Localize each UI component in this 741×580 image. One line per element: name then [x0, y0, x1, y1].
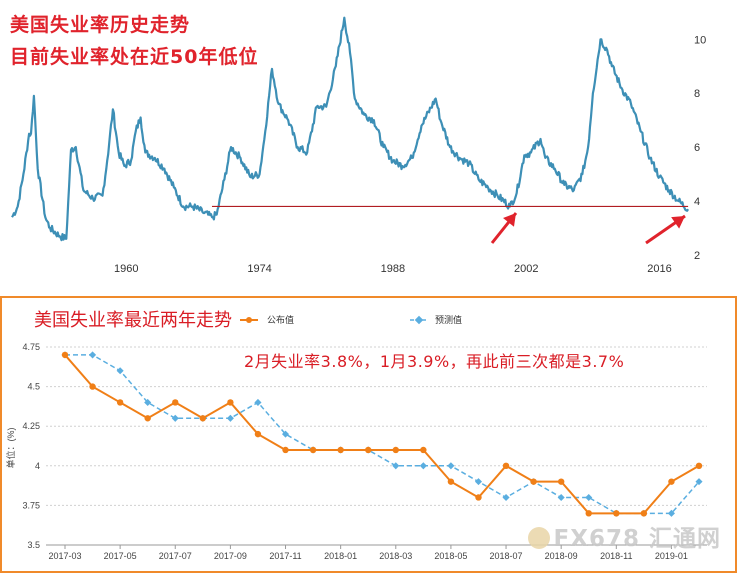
- forecast-point: [695, 478, 703, 486]
- published-point: [613, 510, 620, 517]
- published-point: [447, 478, 455, 485]
- published-point: [282, 446, 289, 454]
- x-tick-label: 2002: [514, 263, 538, 275]
- chart-annotation: 2月失业率3.8%，1月3.9%，再此前三次都是3.7%: [244, 352, 625, 371]
- legend-published-marker: [246, 317, 252, 323]
- historical-chart-subtitle: 目前失业率处在近50年低位: [10, 46, 259, 68]
- y-tick-label: 4.75: [22, 342, 40, 352]
- forecast-series-line: [65, 354, 700, 515]
- x-tick-label: 2017-03: [48, 551, 81, 561]
- forecast-point: [502, 493, 510, 502]
- unemployment-series-line: [11, 16, 690, 242]
- x-tick-label: 2016: [647, 263, 671, 275]
- x-tick-label: 2018-09: [545, 551, 578, 561]
- recent-chart-title: 美国失业率最近两年走势: [34, 310, 232, 331]
- forecast-point: [281, 430, 290, 438]
- x-tick-label: 2017-09: [214, 551, 247, 561]
- published-point: [475, 494, 482, 501]
- published-point: [254, 430, 262, 438]
- legend-forecast-label: 预测值: [435, 314, 462, 325]
- y-tick-label: 6: [694, 142, 700, 154]
- forecast-point: [447, 462, 455, 470]
- y-tick-label: 4.25: [22, 421, 40, 431]
- legend-published-label: 公布值: [267, 314, 294, 325]
- forecast-point: [89, 351, 97, 359]
- legend-forecast-marker: [414, 315, 424, 325]
- x-tick-label: 1960: [114, 263, 138, 275]
- published-point: [199, 415, 207, 422]
- historical-unemployment-chart: 2 4 6 8 10 1960 1974 1988 2002 2016: [11, 16, 706, 275]
- published-point: [116, 399, 124, 406]
- forecast-point: [585, 493, 593, 502]
- published-point: [557, 478, 565, 485]
- published-point: [420, 446, 427, 454]
- y-tick-label: 4: [35, 461, 40, 471]
- x-tick-label: 2018-07: [490, 551, 523, 561]
- arrow-2019-low: [645, 214, 686, 245]
- published-point: [668, 478, 675, 485]
- x-tick-label: 1974: [247, 263, 271, 275]
- x-tick-label: 2017-11: [269, 551, 301, 561]
- published-point: [61, 351, 69, 359]
- published-point: [172, 399, 179, 406]
- x-tick-label: 2018-11: [600, 551, 632, 561]
- watermark-text: FX678 汇通网: [553, 526, 721, 552]
- forecast-point: [557, 493, 565, 502]
- forecast-point: [171, 414, 179, 422]
- x-tick-label: 2019-01: [655, 551, 688, 561]
- y-tick-label: 4: [694, 196, 700, 208]
- historical-chart-title: 美国失业率历史走势: [10, 14, 191, 36]
- x-tick-label: 2018-03: [379, 551, 412, 561]
- recent-unemployment-chart: 3.5 3.75 4 4.25 4.5 4.75 单位：(%) 2017-03 2017-05 2…: [5, 314, 707, 561]
- published-point: [337, 446, 344, 454]
- y-tick-label: 3.75: [22, 500, 40, 510]
- y-tick-label: 3.5: [27, 540, 40, 550]
- x-tick-label: 2018-01: [324, 551, 357, 561]
- x-tick-label: 2017-05: [104, 551, 137, 561]
- historical-chart-panel: 2 4 6 8 10 1960 1974 1988 2002 2016 美国失业率历史走势 目前失…: [10, 14, 706, 275]
- y-tick-label: 10: [694, 34, 706, 46]
- forecast-point: [392, 462, 400, 470]
- forecast-point: [667, 509, 675, 517]
- x-tick-label: 2018-05: [434, 551, 467, 561]
- published-point: [640, 510, 648, 517]
- published-point: [392, 446, 399, 454]
- y-tick-label: 2: [694, 250, 700, 262]
- published-point: [144, 415, 151, 422]
- published-point: [585, 510, 592, 517]
- x-tick-label: 1988: [381, 263, 405, 275]
- watermark: FX678 汇通网: [527, 519, 721, 553]
- published-series-line: [64, 354, 700, 515]
- forecast-point: [144, 398, 152, 406]
- recent-chart-panel: 3.5 3.75 4 4.25 4.5 4.75 单位：(%) 2017-03 2017-05 2…: [0, 296, 737, 573]
- published-point: [530, 478, 537, 485]
- forecast-point: [254, 398, 262, 406]
- published-point: [89, 383, 96, 390]
- y-tick-label: 4.5: [27, 382, 40, 392]
- published-point: [309, 446, 317, 454]
- published-point: [227, 399, 234, 406]
- arrow-2000-low-head: [503, 213, 516, 227]
- y-tick-label: 8: [694, 88, 700, 100]
- forecast-point: [474, 478, 483, 486]
- legend: 公布值 预测值: [240, 314, 462, 325]
- arrow-2019-low-head: [671, 216, 685, 229]
- x-tick-label: 2017-07: [159, 551, 192, 561]
- arrow-2000-low: [490, 212, 518, 244]
- forecast-point: [419, 462, 427, 470]
- watermark-logo-icon: [527, 527, 550, 549]
- forecast-point: [116, 367, 124, 375]
- published-point: [365, 446, 372, 454]
- published-point: [695, 462, 703, 469]
- published-point: [502, 462, 510, 469]
- forecast-point: [226, 414, 234, 422]
- y-axis-label: 单位：(%): [5, 428, 16, 469]
